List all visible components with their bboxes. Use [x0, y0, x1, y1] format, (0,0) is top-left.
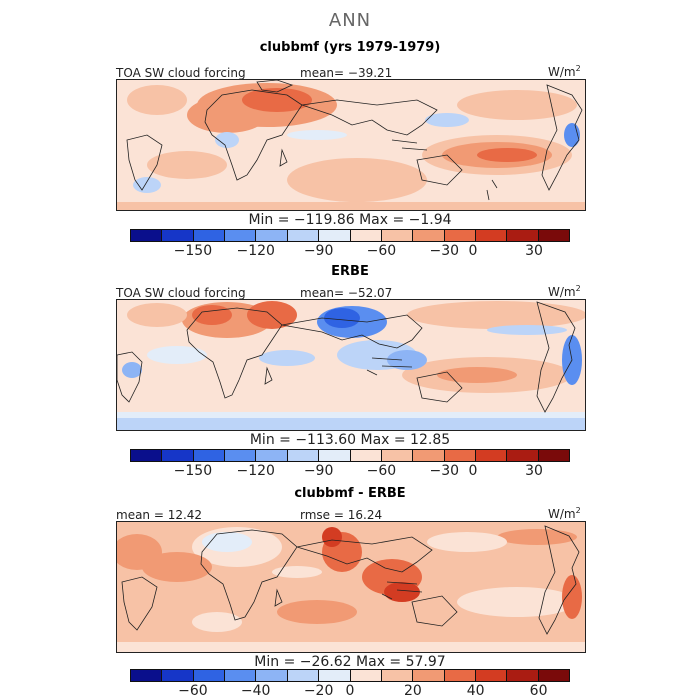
panel-2-colorbar — [130, 449, 570, 462]
colorbar-swatch — [381, 230, 414, 241]
tick-label: 0 — [468, 243, 478, 259]
panel-2-mean-label: mean= −52.07 — [300, 286, 393, 300]
panel-2-subtitle: ERBE — [331, 264, 369, 279]
tick-label: −120 — [236, 463, 275, 479]
panel-3-colorbar — [130, 669, 570, 682]
tick-label: 0 — [468, 463, 478, 479]
tick-label: −150 — [173, 243, 213, 259]
panel-3-map — [116, 521, 586, 653]
colorbar-swatch — [131, 450, 163, 461]
colorbar-swatch — [413, 670, 445, 681]
colorbar-swatch — [507, 670, 539, 681]
panel-1-units: W/m2 — [548, 64, 581, 79]
panel-2-minmax: Min = −113.60 Max = 12.85 — [249, 432, 451, 448]
tick-label: −120 — [236, 243, 275, 259]
colorbar-swatch — [225, 670, 257, 681]
colorbar-swatch — [475, 670, 508, 681]
panel-1-tick-labels: −150 −120 −90 −60 −30 0 30 — [130, 243, 570, 259]
panel-2-units: W/m2 — [548, 284, 581, 299]
colorbar-swatch — [413, 450, 445, 461]
colorbar-swatch — [444, 450, 476, 461]
tick-label: 30 — [525, 243, 543, 259]
colorbar-swatch — [507, 230, 539, 241]
colorbar-swatch — [162, 670, 194, 681]
colorbar-swatch — [350, 670, 382, 681]
tick-label: −90 — [303, 463, 334, 479]
panel-3-rmse-label: rmse = 16.24 — [300, 508, 383, 522]
colorbar-swatch — [319, 450, 351, 461]
colorbar-swatch — [538, 230, 570, 241]
tick-label: −90 — [303, 243, 334, 259]
colorbar-swatch — [131, 670, 163, 681]
panel-1-mean-label: mean= −39.21 — [300, 66, 393, 80]
colorbar-swatch — [193, 670, 226, 681]
tick-label: 30 — [525, 463, 543, 479]
colorbar-swatch — [350, 450, 382, 461]
colorbar-swatch — [319, 670, 351, 681]
tick-label: 20 — [403, 683, 422, 699]
tick-label: −60 — [366, 243, 397, 259]
tick-label: −60 — [178, 683, 208, 699]
tick-label: 0 — [345, 683, 355, 699]
colorbar-swatch — [381, 450, 414, 461]
colorbar-swatch — [162, 450, 194, 461]
colorbar-swatch — [507, 450, 539, 461]
colorbar-swatch — [162, 230, 194, 241]
panel-2-variable-label: TOA SW cloud forcing — [116, 286, 246, 300]
tick-label: 40 — [466, 683, 485, 699]
colorbar-swatch — [444, 230, 476, 241]
colorbar-swatch — [319, 230, 351, 241]
tick-label: −40 — [240, 683, 271, 699]
colorbar-swatch — [475, 450, 508, 461]
panel-1-map — [116, 79, 586, 211]
colorbar-swatch — [287, 670, 320, 681]
colorbar-swatch — [193, 450, 226, 461]
tick-label: −150 — [173, 463, 213, 479]
colorbar-swatch — [475, 230, 508, 241]
tick-label: −30 — [429, 463, 460, 479]
colorbar-swatch — [225, 450, 257, 461]
panel-1-variable-label: TOA SW cloud forcing — [116, 66, 246, 80]
panel-1-minmax: Min = −119.86 Max = −1.94 — [248, 212, 452, 228]
colorbar-swatch — [538, 450, 570, 461]
panel-3-subtitle: clubbmf - ERBE — [294, 486, 406, 501]
tick-label: −60 — [366, 463, 397, 479]
figure-title: ANN — [328, 10, 372, 31]
tick-label: −30 — [429, 243, 460, 259]
colorbar-swatch — [444, 670, 476, 681]
colorbar-swatch — [538, 670, 570, 681]
colorbar-swatch — [287, 230, 320, 241]
tick-label: 60 — [529, 683, 548, 699]
panel-3-units: W/m2 — [548, 506, 581, 521]
colorbar-swatch — [225, 230, 257, 241]
colorbar-swatch — [193, 230, 226, 241]
panel-3-mean-label: mean = 12.42 — [116, 508, 203, 522]
colorbar-swatch — [413, 230, 445, 241]
colorbar-swatch — [381, 670, 414, 681]
panel-3-tick-labels: −60 −40 −20 0 20 40 60 — [130, 683, 570, 699]
colorbar-swatch — [287, 450, 320, 461]
colorbar-swatch — [131, 230, 163, 241]
panel-2-map — [116, 299, 586, 431]
panel-1-colorbar — [130, 229, 570, 242]
colorbar-swatch — [256, 230, 288, 241]
tick-label: −20 — [303, 683, 334, 699]
colorbar-swatch — [256, 670, 288, 681]
colorbar-swatch — [350, 230, 382, 241]
panel-2-tick-labels: −150 −120 −90 −60 −30 0 30 — [130, 463, 570, 479]
panel-3-minmax: Min = −26.62 Max = 57.97 — [254, 654, 446, 670]
colorbar-swatch — [256, 450, 288, 461]
panel-1-subtitle: clubbmf (yrs 1979-1979) — [259, 40, 441, 55]
